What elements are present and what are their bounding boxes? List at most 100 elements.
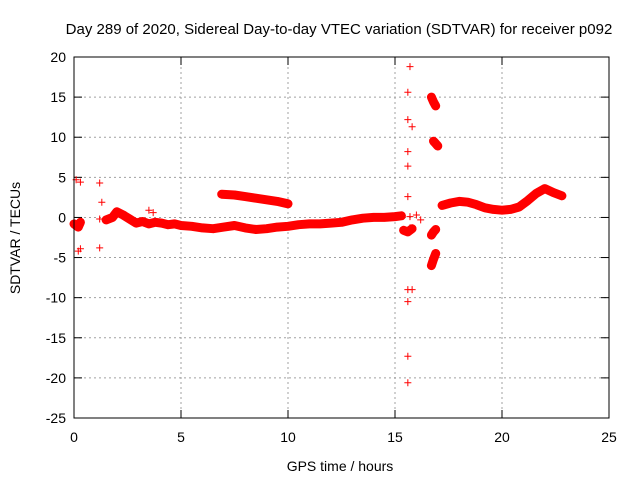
data-point-marker (438, 201, 447, 210)
data-point-marker (463, 198, 472, 207)
data-point-marker (76, 218, 85, 227)
data-point-marker (98, 198, 106, 206)
data-point-marker (170, 219, 179, 228)
data-point-marker (284, 222, 292, 231)
data-point-marker (251, 225, 260, 234)
data-point-marker (480, 203, 489, 212)
data-point-marker (498, 206, 506, 215)
x-tick-label: 10 (280, 429, 296, 445)
data-point-marker (219, 223, 228, 232)
data-point-marker (96, 215, 104, 223)
data-point-marker (76, 178, 84, 186)
y-tick-label: -15 (46, 330, 66, 346)
data-point-marker (326, 219, 335, 228)
data-point-marker (515, 203, 524, 212)
chart-title: Day 289 of 2020, Sidereal Day-to-day VTE… (66, 21, 613, 38)
data-trace (101, 207, 406, 234)
data-point-marker (446, 199, 455, 208)
data-point-marker (132, 219, 141, 228)
data-point-marker (337, 218, 346, 227)
x-axis-label: GPS time / hours (287, 458, 394, 474)
data-point-marker (358, 214, 367, 223)
data-point-marker (404, 88, 412, 96)
data-point-marker (145, 206, 153, 214)
data-point-marker (472, 200, 481, 209)
data-point-marker (557, 191, 566, 200)
data-point-marker (230, 221, 239, 230)
data-point-marker (217, 190, 226, 199)
data-point-marker (348, 215, 357, 224)
data-point-marker (408, 123, 416, 131)
y-axis-label: SDTVAR / TECUs (7, 182, 23, 294)
x-tick-label: 20 (494, 429, 510, 445)
y-tick-label: -25 (46, 410, 66, 426)
data-point-marker (380, 213, 389, 222)
data-point-marker (284, 199, 292, 208)
data-point-marker (406, 63, 414, 71)
data-point-marker (403, 227, 412, 236)
data-point-marker (404, 298, 412, 306)
data-point-marker (404, 148, 412, 156)
y-tick-label: -5 (54, 250, 67, 266)
data-point-marker (273, 223, 282, 232)
data-trace (69, 217, 85, 232)
data-points (69, 63, 567, 387)
data-point-marker (262, 224, 271, 233)
data-point-marker (397, 211, 406, 220)
data-point-marker (489, 205, 498, 214)
data-point-marker (429, 255, 438, 264)
data-point-marker (431, 225, 440, 234)
data-point-marker (164, 220, 173, 229)
data-point-marker (406, 213, 414, 221)
data-point-marker (112, 207, 121, 216)
y-tick-label: 10 (50, 129, 66, 145)
x-tick-label: 5 (177, 429, 185, 445)
data-point-marker (108, 213, 117, 222)
x-tick-label: 0 (70, 429, 78, 445)
data-point-marker (305, 219, 314, 228)
data-point-marker (404, 193, 412, 201)
data-point-marker (399, 226, 408, 235)
data-point-marker (251, 194, 260, 203)
data-point-marker (429, 97, 438, 106)
data-point-marker (187, 222, 196, 231)
data-point-marker (427, 93, 436, 102)
data-point-marker (138, 217, 147, 226)
y-tick-label: -20 (46, 370, 66, 386)
data-point-marker (273, 197, 282, 206)
x-tick-label: 25 (601, 429, 617, 445)
data-point-marker (431, 249, 440, 258)
data-point-marker (119, 211, 128, 220)
data-point-marker (369, 213, 378, 222)
data-point-marker (433, 142, 442, 151)
data-point-marker (455, 197, 464, 206)
data-point-marker (149, 209, 157, 217)
data-point-marker (391, 212, 399, 221)
x-tick-label: 15 (387, 429, 403, 445)
data-point-marker (549, 188, 558, 197)
data-point-marker (431, 101, 440, 110)
data-point-marker (294, 220, 303, 229)
data-point-marker (241, 192, 250, 201)
y-tick-label: 15 (50, 89, 66, 105)
y-axis-ticks: -25 -20 -15 -10 -5 0 5 10 15 20 (46, 49, 609, 426)
data-point-marker (230, 190, 239, 199)
data-point-marker (241, 223, 250, 232)
data-point-marker (417, 216, 425, 224)
data-point-marker (177, 221, 185, 230)
data-point-marker (96, 179, 104, 187)
data-point-marker (408, 224, 417, 233)
data-point-marker (404, 379, 412, 387)
data-point-marker (209, 224, 218, 233)
data-point-marker (404, 162, 412, 170)
data-point-marker (406, 224, 414, 232)
data-point-marker (427, 231, 436, 240)
data-point-marker (523, 196, 532, 205)
data-point-marker (412, 211, 420, 219)
data-point-marker (198, 223, 207, 232)
data-point-marker (102, 215, 111, 224)
data-point-marker (96, 244, 104, 252)
data-point-marker (408, 286, 416, 294)
